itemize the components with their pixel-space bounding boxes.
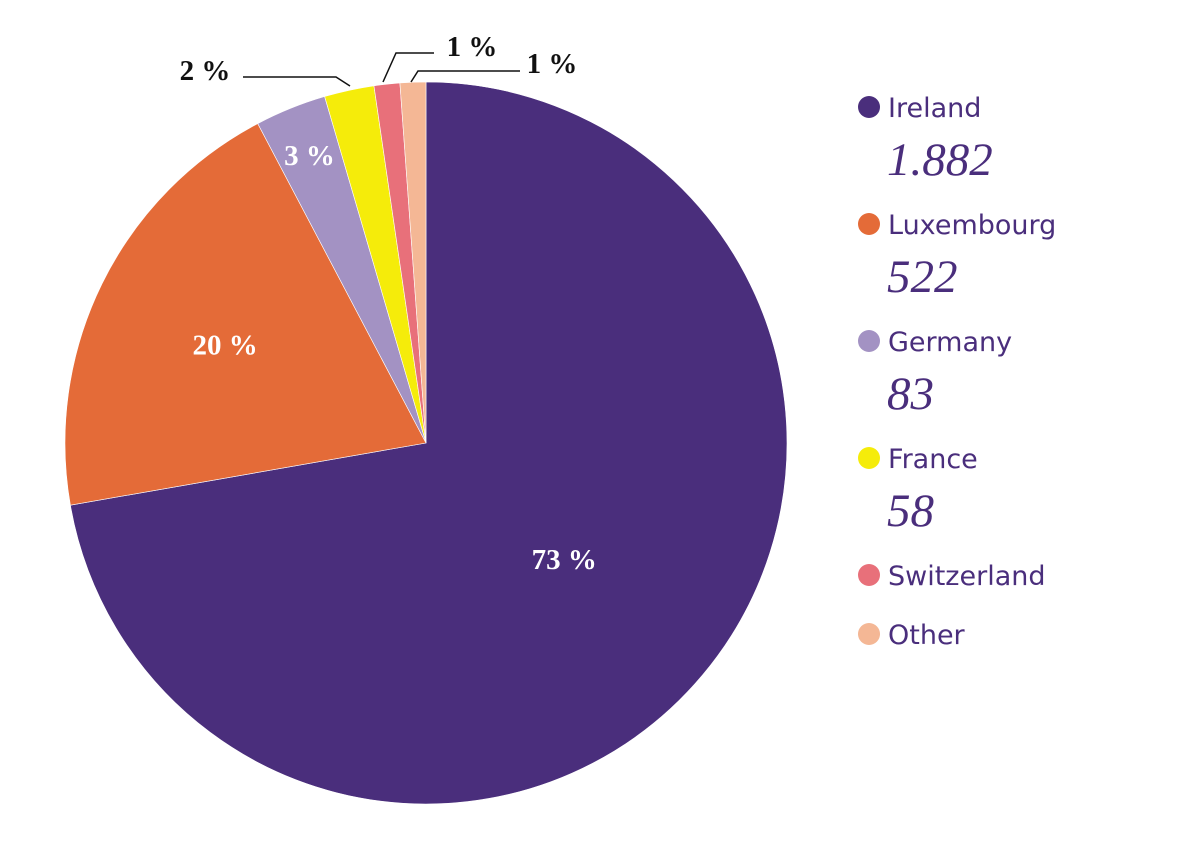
leader-line-other	[410, 70, 520, 83]
pie-slice-luxembourg	[64, 123, 427, 506]
percent-label-switzerland: 1 %	[447, 31, 498, 63]
legend-marker-germany	[858, 330, 880, 352]
percent-label-france: 2 %	[180, 55, 231, 87]
legend-label-other: Other	[888, 620, 966, 651]
percent-labels: 73 % 20 % 3 % 2 % 1 % 1 %	[180, 31, 597, 576]
legend-marker-france	[858, 447, 880, 469]
legend-value-germany: 83	[887, 368, 934, 420]
percent-label-luxembourg: 20 %	[192, 329, 257, 361]
percent-label-germany: 3 %	[284, 140, 335, 172]
legend-marker-other	[858, 623, 880, 645]
pie-slice-other	[399, 81, 427, 444]
leader-line-france	[243, 76, 351, 87]
legend-marker-luxembourg	[858, 213, 880, 235]
legend-label-france: France	[888, 444, 978, 475]
legend: Ireland 1.882 Luxembourg 522 Germany 83 France…	[858, 93, 1056, 651]
leader-lines	[243, 52, 520, 87]
legend-marker-ireland	[858, 96, 880, 118]
legend-value-luxembourg: 522	[887, 251, 958, 303]
legend-label-germany: Germany	[888, 327, 1012, 358]
legend-label-luxembourg: Luxembourg	[888, 210, 1056, 241]
legend-value-ireland: 1.882	[887, 134, 993, 186]
pie-slices	[64, 81, 788, 805]
legend-value-france: 58	[887, 485, 934, 537]
percent-label-ireland: 73 %	[532, 544, 597, 576]
percent-label-other: 1 %	[527, 48, 578, 80]
pie-slice-ireland	[70, 81, 788, 805]
legend-label-switzerland: Switzerland	[888, 561, 1046, 592]
leader-line-switzerland	[382, 52, 434, 83]
legend-label-ireland: Ireland	[888, 93, 981, 124]
legend-marker-switzerland	[858, 564, 880, 586]
